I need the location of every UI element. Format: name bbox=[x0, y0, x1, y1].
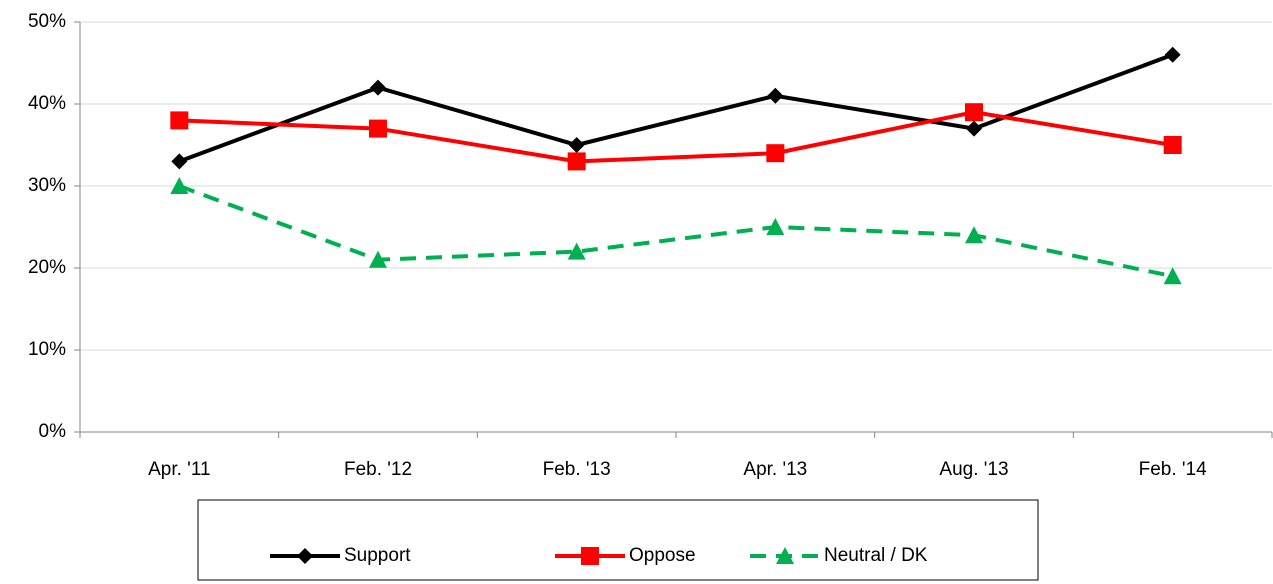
x-tick-label: Feb. '13 bbox=[543, 459, 611, 480]
legend-label: Oppose bbox=[629, 545, 696, 566]
legend-marker bbox=[581, 547, 599, 565]
data-point bbox=[370, 79, 386, 96]
data-point bbox=[567, 152, 586, 171]
data-point bbox=[170, 177, 189, 194]
data-point bbox=[369, 250, 387, 268]
legend-label: Support bbox=[344, 545, 411, 566]
y-tick-label: 40% bbox=[28, 93, 66, 114]
x-tick-label: Aug. '13 bbox=[939, 459, 1008, 480]
legend-marker bbox=[776, 547, 794, 564]
data-point bbox=[766, 218, 785, 235]
x-tick-label: Feb. '12 bbox=[344, 459, 412, 480]
y-tick-label: 50% bbox=[28, 11, 66, 32]
data-point bbox=[170, 111, 189, 130]
x-tick-label: Apr. '11 bbox=[148, 459, 210, 480]
y-tick-label: 30% bbox=[28, 175, 66, 196]
data-point bbox=[965, 226, 983, 244]
data-point bbox=[171, 153, 188, 170]
data-point bbox=[568, 137, 585, 153]
y-tick-label: 20% bbox=[28, 257, 66, 278]
data-point bbox=[369, 119, 387, 138]
data-point bbox=[965, 103, 983, 122]
series-line bbox=[178, 184, 1174, 279]
data-point bbox=[1163, 267, 1182, 285]
series-line bbox=[179, 110, 1173, 164]
data-point bbox=[767, 87, 784, 104]
y-tick-label: 0% bbox=[39, 421, 67, 442]
data-point bbox=[966, 120, 982, 137]
y-tick-label: 10% bbox=[28, 339, 66, 360]
legend-label: Neutral / DK bbox=[824, 545, 928, 566]
data-point bbox=[1164, 46, 1181, 63]
data-point bbox=[1163, 136, 1182, 154]
data-point bbox=[766, 144, 785, 163]
legend-marker bbox=[297, 548, 313, 564]
x-tick-label: Feb. '14 bbox=[1139, 459, 1207, 480]
legend bbox=[197, 499, 1039, 581]
series-line bbox=[178, 52, 1174, 164]
data-point bbox=[567, 242, 586, 260]
x-tick-label: Apr. '13 bbox=[743, 459, 807, 480]
